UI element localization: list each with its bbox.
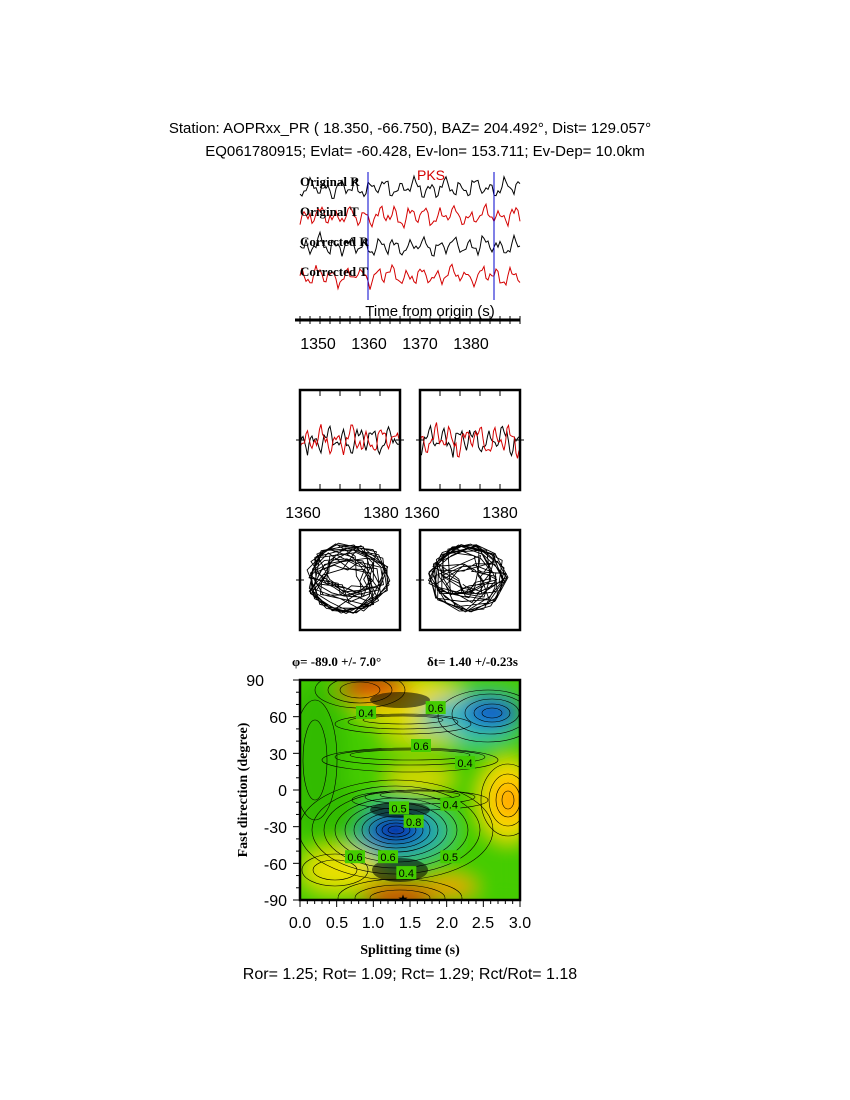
y-tick: 0 (278, 783, 287, 800)
contour-label-box (356, 706, 376, 719)
contour-label-box (403, 814, 424, 828)
contour-label: 0.4 (443, 800, 458, 812)
waveform-radial (300, 424, 399, 456)
minimum-marker: ★ (398, 892, 409, 906)
trace-label-corrected-t: Corrected T (300, 264, 368, 279)
contour-label-box (425, 701, 446, 715)
ratios-footer: Ror= 1.25; Rot= 1.09; Rct= 1.29; Rct/Rot… (243, 966, 578, 983)
contour-label: 0.4 (399, 868, 414, 880)
x-tick: 2.0 (436, 915, 458, 932)
x-tick: 0.0 (289, 915, 311, 932)
waveform-tick: 1360 (285, 505, 321, 522)
x-tick: 3.0 (509, 915, 531, 932)
contour-label: 0.6 (428, 703, 443, 715)
dt-result: δt= 1.40 +/-0.23s (427, 654, 518, 669)
waveform-transverse (300, 424, 400, 456)
waveform-tick: 1380 (363, 505, 399, 522)
trace-tick: 1350 (300, 336, 336, 353)
contour-label-box (455, 756, 475, 770)
x-tick: 2.5 (472, 915, 494, 932)
y-tick: -30 (264, 820, 287, 837)
trace-label-original-r: Original R (300, 174, 360, 189)
y-tick: 30 (269, 747, 287, 764)
trace-label-corrected-r: Corrected R (300, 234, 369, 249)
y-axis-title: Fast direction (degree) (236, 722, 251, 857)
contour-label-box (440, 797, 461, 811)
x-tick: 1.5 (399, 915, 421, 932)
phase-label: PKS (417, 167, 445, 183)
contour-label-box (345, 850, 365, 864)
y-tick: 60 (269, 710, 287, 727)
trace-panel: Original R Original T Corrected R Correc… (295, 167, 521, 353)
contour-label: 0.5 (391, 803, 406, 815)
waveform-panel-original: 1360 1380 (285, 388, 404, 522)
waveform-transverse (420, 422, 520, 459)
contour-label-box (396, 866, 417, 880)
station-header: Station: AOPRxx_PR ( 18.350, -66.750), B… (168, 120, 652, 137)
y-tick: 90 (246, 673, 264, 690)
contour-label: 0.4 (358, 708, 373, 720)
particle-motion-path (306, 542, 391, 614)
x-tick: 0.5 (326, 915, 348, 932)
contour-label-box (440, 850, 461, 864)
heatmap-field: 0.4 0.60.60.40.50.80.40.6 0.6 0.50.4 ★ (300, 680, 520, 906)
waveform-tick: 1380 (482, 505, 518, 522)
y-tick: -60 (264, 857, 287, 874)
contour-label: 0.5 (443, 852, 458, 864)
contour-label: 0.6 (380, 852, 395, 864)
trace-corrected-t (299, 263, 521, 291)
waveform-tick: 1360 (404, 505, 440, 522)
trace-tick: 1370 (402, 336, 438, 353)
y-tick: -90 (264, 893, 287, 910)
trace-tick: 1360 (351, 336, 387, 353)
waveform-radial (420, 423, 520, 458)
contour-label: 0.6 (347, 852, 362, 864)
contour-label: 0.8 (406, 817, 421, 829)
x-axis-title: Splitting time (s) (360, 943, 460, 958)
trace-tick: 1380 (453, 336, 489, 353)
particle-motion-original (296, 528, 402, 632)
trace-corrected-r (299, 230, 521, 257)
contour-label-box (389, 801, 409, 815)
particle-motion-corrected (416, 528, 522, 632)
contour-label: 0.4 (457, 758, 472, 770)
event-header: EQ061780915; Evlat= -60.428, Ev-lon= 153… (205, 143, 645, 160)
contour-label: 0.6 (413, 741, 428, 753)
particle-motion-path (428, 543, 509, 613)
waveform-panel-corrected: 1360 1380 (404, 388, 524, 522)
phi-result: φ= -89.0 +/- 7.0° (292, 654, 381, 669)
contour-label-box (411, 739, 431, 752)
trace-original-r (299, 174, 521, 200)
grid-search-chart: φ= -89.0 +/- 7.0° δt= 1.40 +/-0.23s (236, 654, 531, 958)
trace-label-original-t: Original T (300, 204, 359, 219)
trace-original-t (299, 202, 521, 230)
trace-axis-title: Time from origin (s) (365, 303, 494, 320)
x-tick: 1.0 (362, 915, 384, 932)
contour-label-box (378, 850, 398, 864)
